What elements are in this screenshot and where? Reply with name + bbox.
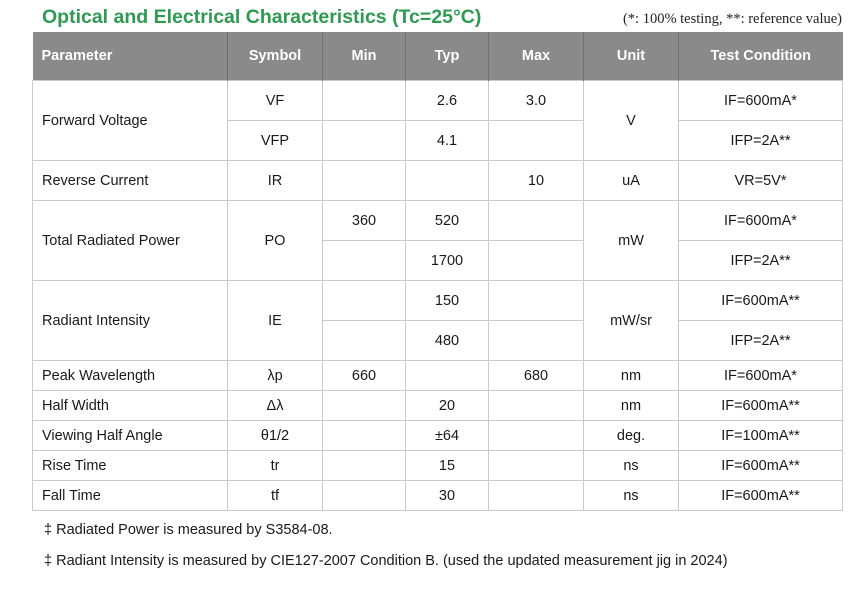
typ-cell: ±64 — [405, 420, 489, 451]
table-row: Rise Time tr 15 ns IF=600mA** — [32, 450, 843, 481]
condition-cell: IF=600mA** — [678, 480, 843, 511]
max-cell — [488, 280, 584, 321]
unit-cell: ns — [583, 480, 679, 511]
param-cell: Viewing Half Angle — [32, 420, 228, 451]
symbol-cell: IR — [227, 160, 323, 201]
table-row: Viewing Half Angle θ1/2 ±64 deg. IF=100m… — [32, 420, 843, 451]
unit-cell: mW/sr — [583, 280, 679, 361]
header-max: Max — [488, 32, 584, 81]
symbol-cell: Δλ — [227, 390, 323, 421]
max-cell: 3.0 — [488, 80, 584, 121]
condition-cell: IF=600mA** — [678, 280, 843, 321]
typ-cell: 4.1 — [405, 120, 489, 161]
typ-cell: 30 — [405, 480, 489, 511]
condition-cell: IF=600mA* — [678, 80, 843, 121]
header-symbol: Symbol — [227, 32, 323, 81]
condition-cell: IF=600mA* — [678, 200, 843, 241]
unit-cell: uA — [583, 160, 679, 201]
footnote-radiant-intensity: ‡ Radiant Intensity is measured by CIE12… — [44, 553, 728, 569]
max-cell — [488, 450, 584, 481]
header-test-condition: Test Condition — [678, 32, 843, 81]
typ-cell: 2.6 — [405, 80, 489, 121]
header-unit: Unit — [583, 32, 679, 81]
typ-cell — [405, 360, 489, 391]
typ-cell: 20 — [405, 390, 489, 421]
min-cell — [322, 120, 406, 161]
param-cell: Reverse Current — [32, 160, 228, 201]
max-cell: 10 — [488, 160, 584, 201]
min-cell — [322, 420, 406, 451]
symbol-cell: IE — [227, 280, 323, 361]
condition-cell: IFP=2A** — [678, 120, 843, 161]
max-cell — [488, 420, 584, 451]
symbol-cell: θ1/2 — [227, 420, 323, 451]
table-row: Peak Wavelength λp 660 680 nm IF=600mA* — [32, 360, 843, 391]
unit-cell: mW — [583, 200, 679, 281]
min-cell — [322, 450, 406, 481]
symbol-cell: VFP — [227, 120, 323, 161]
typ-cell: 1700 — [405, 240, 489, 281]
testing-note: (*: 100% testing, **: reference value) — [622, 11, 842, 27]
header-row: Parameter Symbol Min Typ Max Unit Test C… — [32, 32, 843, 81]
min-cell — [322, 480, 406, 511]
typ-cell: 480 — [405, 320, 489, 361]
typ-cell: 150 — [405, 280, 489, 321]
typ-cell: 520 — [405, 200, 489, 241]
condition-cell: IF=600mA** — [678, 390, 843, 421]
unit-cell: ns — [583, 450, 679, 481]
typ-cell: 15 — [405, 450, 489, 481]
footnote-radiated-power: ‡ Radiated Power is measured by S3584-08… — [44, 522, 333, 538]
table-row: Forward Voltage VF 2.6 3.0 V IF=600mA* — [32, 80, 843, 161]
min-cell: 360 — [322, 200, 406, 241]
header-typ: Typ — [405, 32, 489, 81]
table-row: Reverse Current IR 10 uA VR=5V* — [32, 160, 843, 201]
table-row: Radiant Intensity IE 150 mW/sr IF=600mA*… — [32, 280, 843, 361]
min-cell — [322, 80, 406, 121]
unit-cell: V — [583, 80, 679, 161]
max-cell — [488, 390, 584, 421]
max-cell — [488, 240, 584, 281]
min-cell — [322, 320, 406, 361]
max-cell: 680 — [488, 360, 584, 391]
condition-cell: VR=5V* — [678, 160, 843, 201]
param-cell: Rise Time — [32, 450, 228, 481]
max-cell — [488, 200, 584, 241]
min-cell: 660 — [322, 360, 406, 391]
table-row: Half Width Δλ 20 nm IF=600mA** — [32, 390, 843, 421]
page-title: Optical and Electrical Characteristics (… — [42, 6, 482, 28]
condition-cell: IF=600mA* — [678, 360, 843, 391]
max-cell — [488, 480, 584, 511]
param-cell: Forward Voltage — [32, 80, 228, 161]
unit-cell: deg. — [583, 420, 679, 451]
min-cell — [322, 280, 406, 321]
param-cell: Fall Time — [32, 480, 228, 511]
condition-cell: IFP=2A** — [678, 320, 843, 361]
characteristics-table: Parameter Symbol Min Typ Max Unit Test C… — [32, 32, 843, 511]
unit-cell: nm — [583, 360, 679, 391]
param-cell: Radiant Intensity — [32, 280, 228, 361]
max-cell — [488, 320, 584, 361]
unit-cell: nm — [583, 390, 679, 421]
symbol-cell: tr — [227, 450, 323, 481]
table-row: 480 IFP=2A** — [33, 320, 843, 361]
max-cell — [488, 120, 584, 161]
param-cell: Peak Wavelength — [32, 360, 228, 391]
symbol-cell: λp — [227, 360, 323, 391]
table-row: Fall Time tf 30 ns IF=600mA** — [32, 480, 843, 511]
condition-cell: IF=100mA** — [678, 420, 843, 451]
condition-cell: IFP=2A** — [678, 240, 843, 281]
symbol-cell: tf — [227, 480, 323, 511]
min-cell — [322, 390, 406, 421]
min-cell — [322, 160, 406, 201]
typ-cell — [405, 160, 489, 201]
symbol-cell: PO — [227, 200, 323, 281]
symbol-cell: VF — [227, 80, 323, 121]
param-cell: Half Width — [32, 390, 228, 421]
condition-cell: IF=600mA** — [678, 450, 843, 481]
header-min: Min — [322, 32, 406, 81]
param-cell: Total Radiated Power — [32, 200, 228, 281]
table-row: Total Radiated Power PO 360 520 mW IF=60… — [32, 200, 843, 281]
header-parameter: Parameter — [32, 32, 228, 81]
min-cell — [322, 240, 406, 281]
